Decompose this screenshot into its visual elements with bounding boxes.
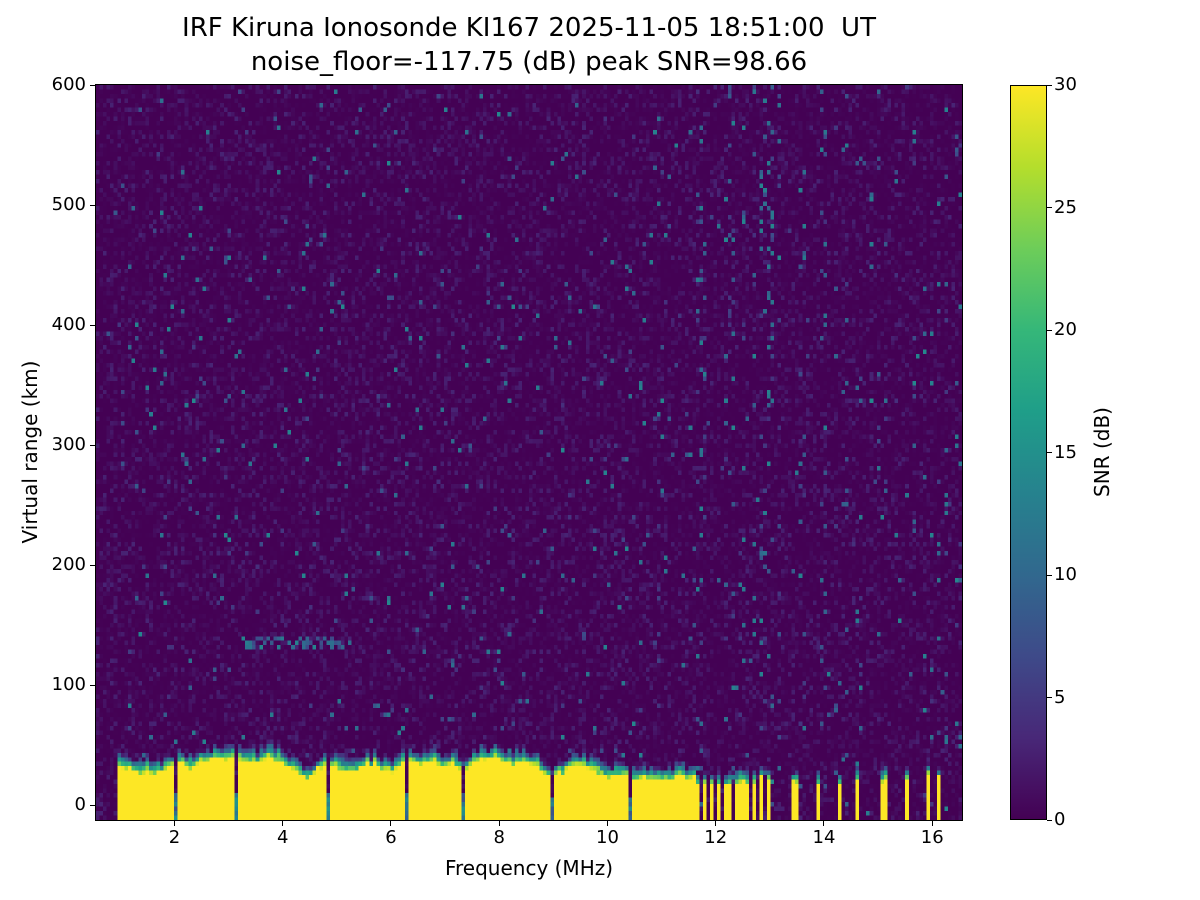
x-tick-mark <box>173 821 175 826</box>
y-tick-mark <box>90 324 95 326</box>
colorbar-tick-mark <box>1047 329 1052 331</box>
heatmap-canvas <box>96 85 962 820</box>
x-tick-mark <box>823 821 825 826</box>
y-tick-mark <box>90 84 95 86</box>
x-tick-mark <box>931 821 933 826</box>
colorbar-tick-label: 20 <box>1054 319 1077 340</box>
colorbar-tick-label: 25 <box>1054 196 1077 218</box>
y-tick-label: 0 <box>74 794 86 815</box>
y-tick-label: 600 <box>51 74 86 95</box>
colorbar-tick-mark <box>1047 84 1052 86</box>
y-tick-mark <box>90 684 95 686</box>
colorbar <box>1010 85 1047 820</box>
x-tick-mark <box>715 821 717 826</box>
colorbar-tick-mark <box>1047 697 1052 698</box>
chart-title-line1: IRF Kiruna Ionosonde KI167 2025-11-05 18… <box>182 13 876 43</box>
colorbar-label-text: SNR (dB) <box>1090 407 1114 497</box>
colorbar-tick-label: 0 <box>1054 809 1066 830</box>
y-tick-label: 300 <box>51 434 86 455</box>
colorbar-tick-label: 5 <box>1054 686 1066 708</box>
chart-title-line2: noise_floor=-117.75 (dB) peak SNR=98.66 <box>250 47 808 77</box>
y-tick-label: 100 <box>51 674 86 695</box>
x-tick-mark <box>282 821 284 826</box>
y-tick-label: 500 <box>51 194 86 215</box>
x-tick-label: 4 <box>276 827 289 848</box>
x-tick-label: 10 <box>596 827 619 848</box>
x-tick-label: 6 <box>385 827 397 848</box>
x-tick-label: 2 <box>168 827 181 848</box>
colorbar-tick-label: 10 <box>1054 564 1077 585</box>
x-tick-mark <box>390 821 392 826</box>
colorbar-tick-mark <box>1047 207 1052 208</box>
x-tick-mark <box>606 821 608 826</box>
x-tick-label: 12 <box>704 827 728 848</box>
colorbar-tick-label: 15 <box>1054 441 1077 463</box>
colorbar-tick-mark <box>1047 819 1052 821</box>
colorbar-label: SNR (dB) <box>1090 407 1114 497</box>
x-tick-label: 16 <box>920 827 944 848</box>
colorbar-tick-label: 30 <box>1054 74 1077 95</box>
y-tick-mark <box>90 444 95 446</box>
y-tick-label: 400 <box>51 314 86 335</box>
y-axis-label: Virtual range (km) <box>18 361 42 544</box>
y-tick-mark <box>90 564 95 566</box>
x-axis-label: Frequency (MHz) <box>444 856 614 880</box>
colorbar-tick-mark <box>1047 452 1052 453</box>
y-axis-label-text: Virtual range (km) <box>18 360 42 544</box>
y-tick-label: 200 <box>51 554 86 575</box>
x-tick-mark <box>498 821 500 826</box>
y-tick-mark <box>90 804 95 806</box>
x-tick-label: 8 <box>493 827 505 848</box>
x-tick-label: 14 <box>812 827 836 848</box>
y-tick-mark <box>90 204 95 206</box>
colorbar-tick-mark <box>1047 574 1052 576</box>
